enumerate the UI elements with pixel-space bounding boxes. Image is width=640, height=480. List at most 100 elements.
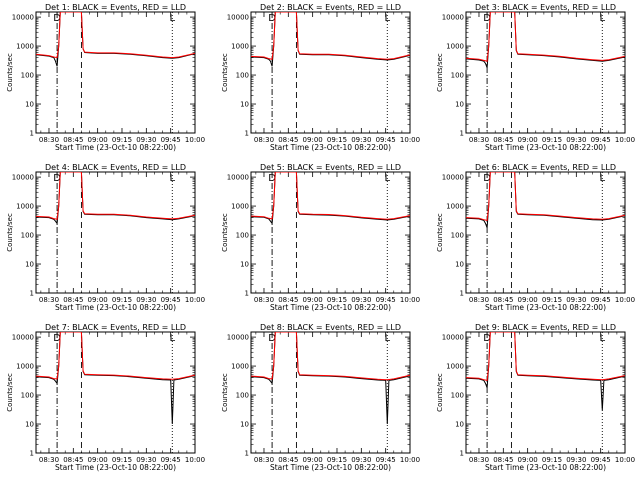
chart-panel-9: Det 9: BLACK = Events, RED = LLD 1 10 100 10… — [436, 323, 635, 472]
y-tick-label: 10 — [25, 101, 34, 109]
x-tick-label: 09:15 — [542, 136, 562, 144]
x-tick-label: 09:15 — [542, 296, 562, 304]
marker-l: L — [599, 173, 605, 184]
x-tick-label: 09:00 — [303, 136, 323, 144]
x-tick-label: 09:15 — [542, 456, 562, 464]
chart-title: Det 8: BLACK = Events, RED = LLD — [260, 323, 401, 332]
x-tick-label: 08:45 — [493, 136, 513, 144]
y-tick-label: 100 — [236, 392, 249, 400]
y-tick-label: 100 — [21, 392, 34, 400]
y-tick-label: 100 — [236, 72, 249, 80]
y-tick-label: 10000 — [442, 174, 464, 182]
chart-panel-6: Det 6: BLACK = Events, RED = LLD 1 10 100 10… — [436, 163, 635, 312]
marker-d: D — [483, 333, 491, 344]
plot-frame — [35, 331, 196, 454]
marker-l: L — [169, 333, 175, 344]
y-tick-label: 100 — [21, 72, 34, 80]
x-tick-label: 09:30 — [351, 456, 371, 464]
marker-d: D — [268, 173, 276, 184]
y-tick-label: 10 — [240, 101, 249, 109]
y-tick-label: 1000 — [446, 203, 464, 211]
chart-title: Det 3: BLACK = Events, RED = LLD — [475, 3, 616, 12]
y-tick-label: 1 — [30, 450, 34, 458]
y-tick-label: 1000 — [446, 43, 464, 51]
marker-d: D — [483, 13, 491, 24]
x-tick-label: 08:30 — [254, 296, 274, 304]
y-tick-label: 100 — [451, 392, 464, 400]
x-tick-label: 10:00 — [400, 136, 420, 144]
marker-l: L — [169, 173, 175, 184]
chart-panel-1: Det 1: BLACK = Events, RED = LLD 1 10 100 10… — [6, 3, 205, 152]
y-tick-label: 1 — [30, 290, 34, 298]
x-tick-label: 08:45 — [493, 456, 513, 464]
series-lld — [251, 12, 410, 60]
series-lld — [466, 172, 625, 222]
y-axis-label: Counts/sec — [436, 53, 444, 92]
x-tick-label: 09:45 — [591, 456, 611, 464]
y-tick-label: 10000 — [442, 14, 464, 22]
marker-d: D — [483, 173, 491, 184]
x-tick-label: 09:00 — [303, 456, 323, 464]
x-tick-label: 08:30 — [469, 296, 489, 304]
y-axis-label: Counts/sec — [221, 213, 229, 252]
plot-frame — [35, 11, 196, 134]
y-axis-label: Counts/sec — [6, 213, 14, 252]
x-tick-label: 09:15 — [327, 136, 347, 144]
marker-l: L — [384, 173, 390, 184]
plot-frame — [250, 11, 411, 134]
plot-frame — [465, 11, 626, 134]
chart-title: Det 4: BLACK = Events, RED = LLD — [45, 163, 186, 172]
series-lld — [36, 172, 195, 220]
y-tick-label: 1000 — [231, 203, 249, 211]
y-tick-label: 10000 — [227, 14, 249, 22]
y-tick-label: 10 — [240, 421, 249, 429]
x-axis-label: Start Time (23-Oct-10 08:22:00) — [485, 303, 606, 312]
y-tick-label: 1 — [245, 130, 249, 138]
chart-panel-5: Det 5: BLACK = Events, RED = LLD 1 10 100 10… — [221, 163, 420, 312]
x-tick-label: 09:15 — [327, 296, 347, 304]
y-tick-label: 1 — [460, 130, 464, 138]
marker-d: D — [268, 333, 276, 344]
x-tick-label: 10:00 — [185, 456, 205, 464]
marker-d: D — [53, 173, 61, 184]
y-tick-label: 10000 — [227, 174, 249, 182]
y-tick-label: 1000 — [16, 363, 34, 371]
x-tick-label: 08:30 — [39, 296, 59, 304]
x-tick-label: 09:45 — [376, 136, 396, 144]
y-axis-label: Counts/sec — [6, 373, 14, 412]
chart-panel-4: Det 4: BLACK = Events, RED = LLD 1 10 100 10… — [6, 163, 205, 312]
y-tick-label: 1 — [245, 290, 249, 298]
x-axis-label: Start Time (23-Oct-10 08:22:00) — [270, 463, 391, 472]
x-tick-label: 09:00 — [88, 136, 108, 144]
plot-frame — [250, 331, 411, 454]
x-tick-label: 09:15 — [112, 296, 132, 304]
x-tick-label: 09:15 — [327, 456, 347, 464]
chart-panel-3: Det 3: BLACK = Events, RED = LLD 1 10 100 10… — [436, 3, 635, 152]
marker-l: L — [384, 13, 390, 24]
x-tick-label: 10:00 — [185, 296, 205, 304]
x-tick-label: 09:45 — [161, 136, 181, 144]
marker-d: D — [268, 13, 276, 24]
y-axis-label: Counts/sec — [436, 213, 444, 252]
series-lld — [466, 12, 625, 62]
y-tick-label: 100 — [451, 72, 464, 80]
x-axis-label: Start Time (23-Oct-10 08:22:00) — [485, 143, 606, 152]
y-tick-label: 1000 — [231, 363, 249, 371]
y-tick-label: 10 — [455, 101, 464, 109]
x-tick-label: 09:30 — [566, 456, 586, 464]
marker-l: L — [599, 333, 605, 344]
series-lld — [466, 332, 625, 382]
y-tick-label: 10 — [455, 421, 464, 429]
series-lld — [251, 332, 410, 381]
x-tick-label: 10:00 — [615, 296, 635, 304]
chart-panel-2: Det 2: BLACK = Events, RED = LLD 1 10 100 10… — [221, 3, 420, 152]
marker-d: D — [53, 333, 61, 344]
y-tick-label: 10 — [25, 261, 34, 269]
x-axis-label: Start Time (23-Oct-10 08:22:00) — [270, 143, 391, 152]
y-tick-label: 10000 — [12, 14, 34, 22]
y-tick-label: 1 — [30, 130, 34, 138]
x-tick-label: 09:30 — [566, 296, 586, 304]
x-tick-label: 08:30 — [39, 456, 59, 464]
x-tick-label: 08:30 — [254, 456, 274, 464]
